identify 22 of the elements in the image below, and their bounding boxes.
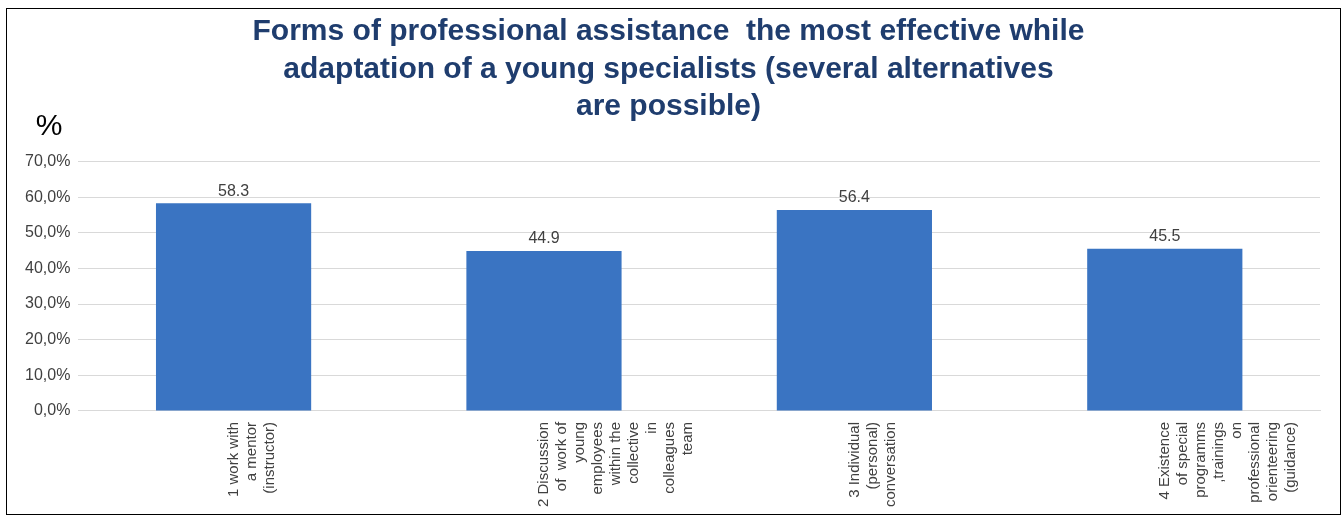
chart-title: Forms of professional assistance the most effective while adaptation of a young specialists (several alternatives are possible): [252, 13, 1085, 122]
bar: [155, 203, 312, 411]
y-tick-label: 40,0%: [24, 258, 71, 276]
data-label: 45.5: [1149, 227, 1181, 245]
data-label: 44.9: [528, 229, 560, 247]
x-tick-label: 3 Individual (personal) conversation: [844, 421, 898, 508]
x-tick-label: 4 Existence of special programms ,trainings on professional orienteering (guidance): [1154, 421, 1298, 503]
data-label: 58.3: [218, 181, 250, 199]
y-tick-label: 50,0%: [24, 223, 71, 241]
y-tick-label: 0,0%: [33, 401, 71, 419]
y-axis-title: %: [35, 108, 63, 142]
y-tick-label: 10,0%: [24, 365, 71, 383]
y-tick-label: 60,0%: [24, 187, 71, 205]
bar: [466, 250, 622, 411]
y-tick-label: 70,0%: [24, 151, 71, 169]
y-tick-label: 20,0%: [24, 330, 71, 348]
x-tick-label: 1 work with a mentor (instructor): [223, 421, 277, 497]
bar: [776, 209, 932, 411]
y-tick-label: 30,0%: [24, 294, 71, 312]
data-label: 56.4: [838, 188, 871, 206]
category-label: 2 Discussion of work of young employees within the collective in colleagues team: [534, 421, 696, 507]
bar: [1087, 248, 1243, 411]
